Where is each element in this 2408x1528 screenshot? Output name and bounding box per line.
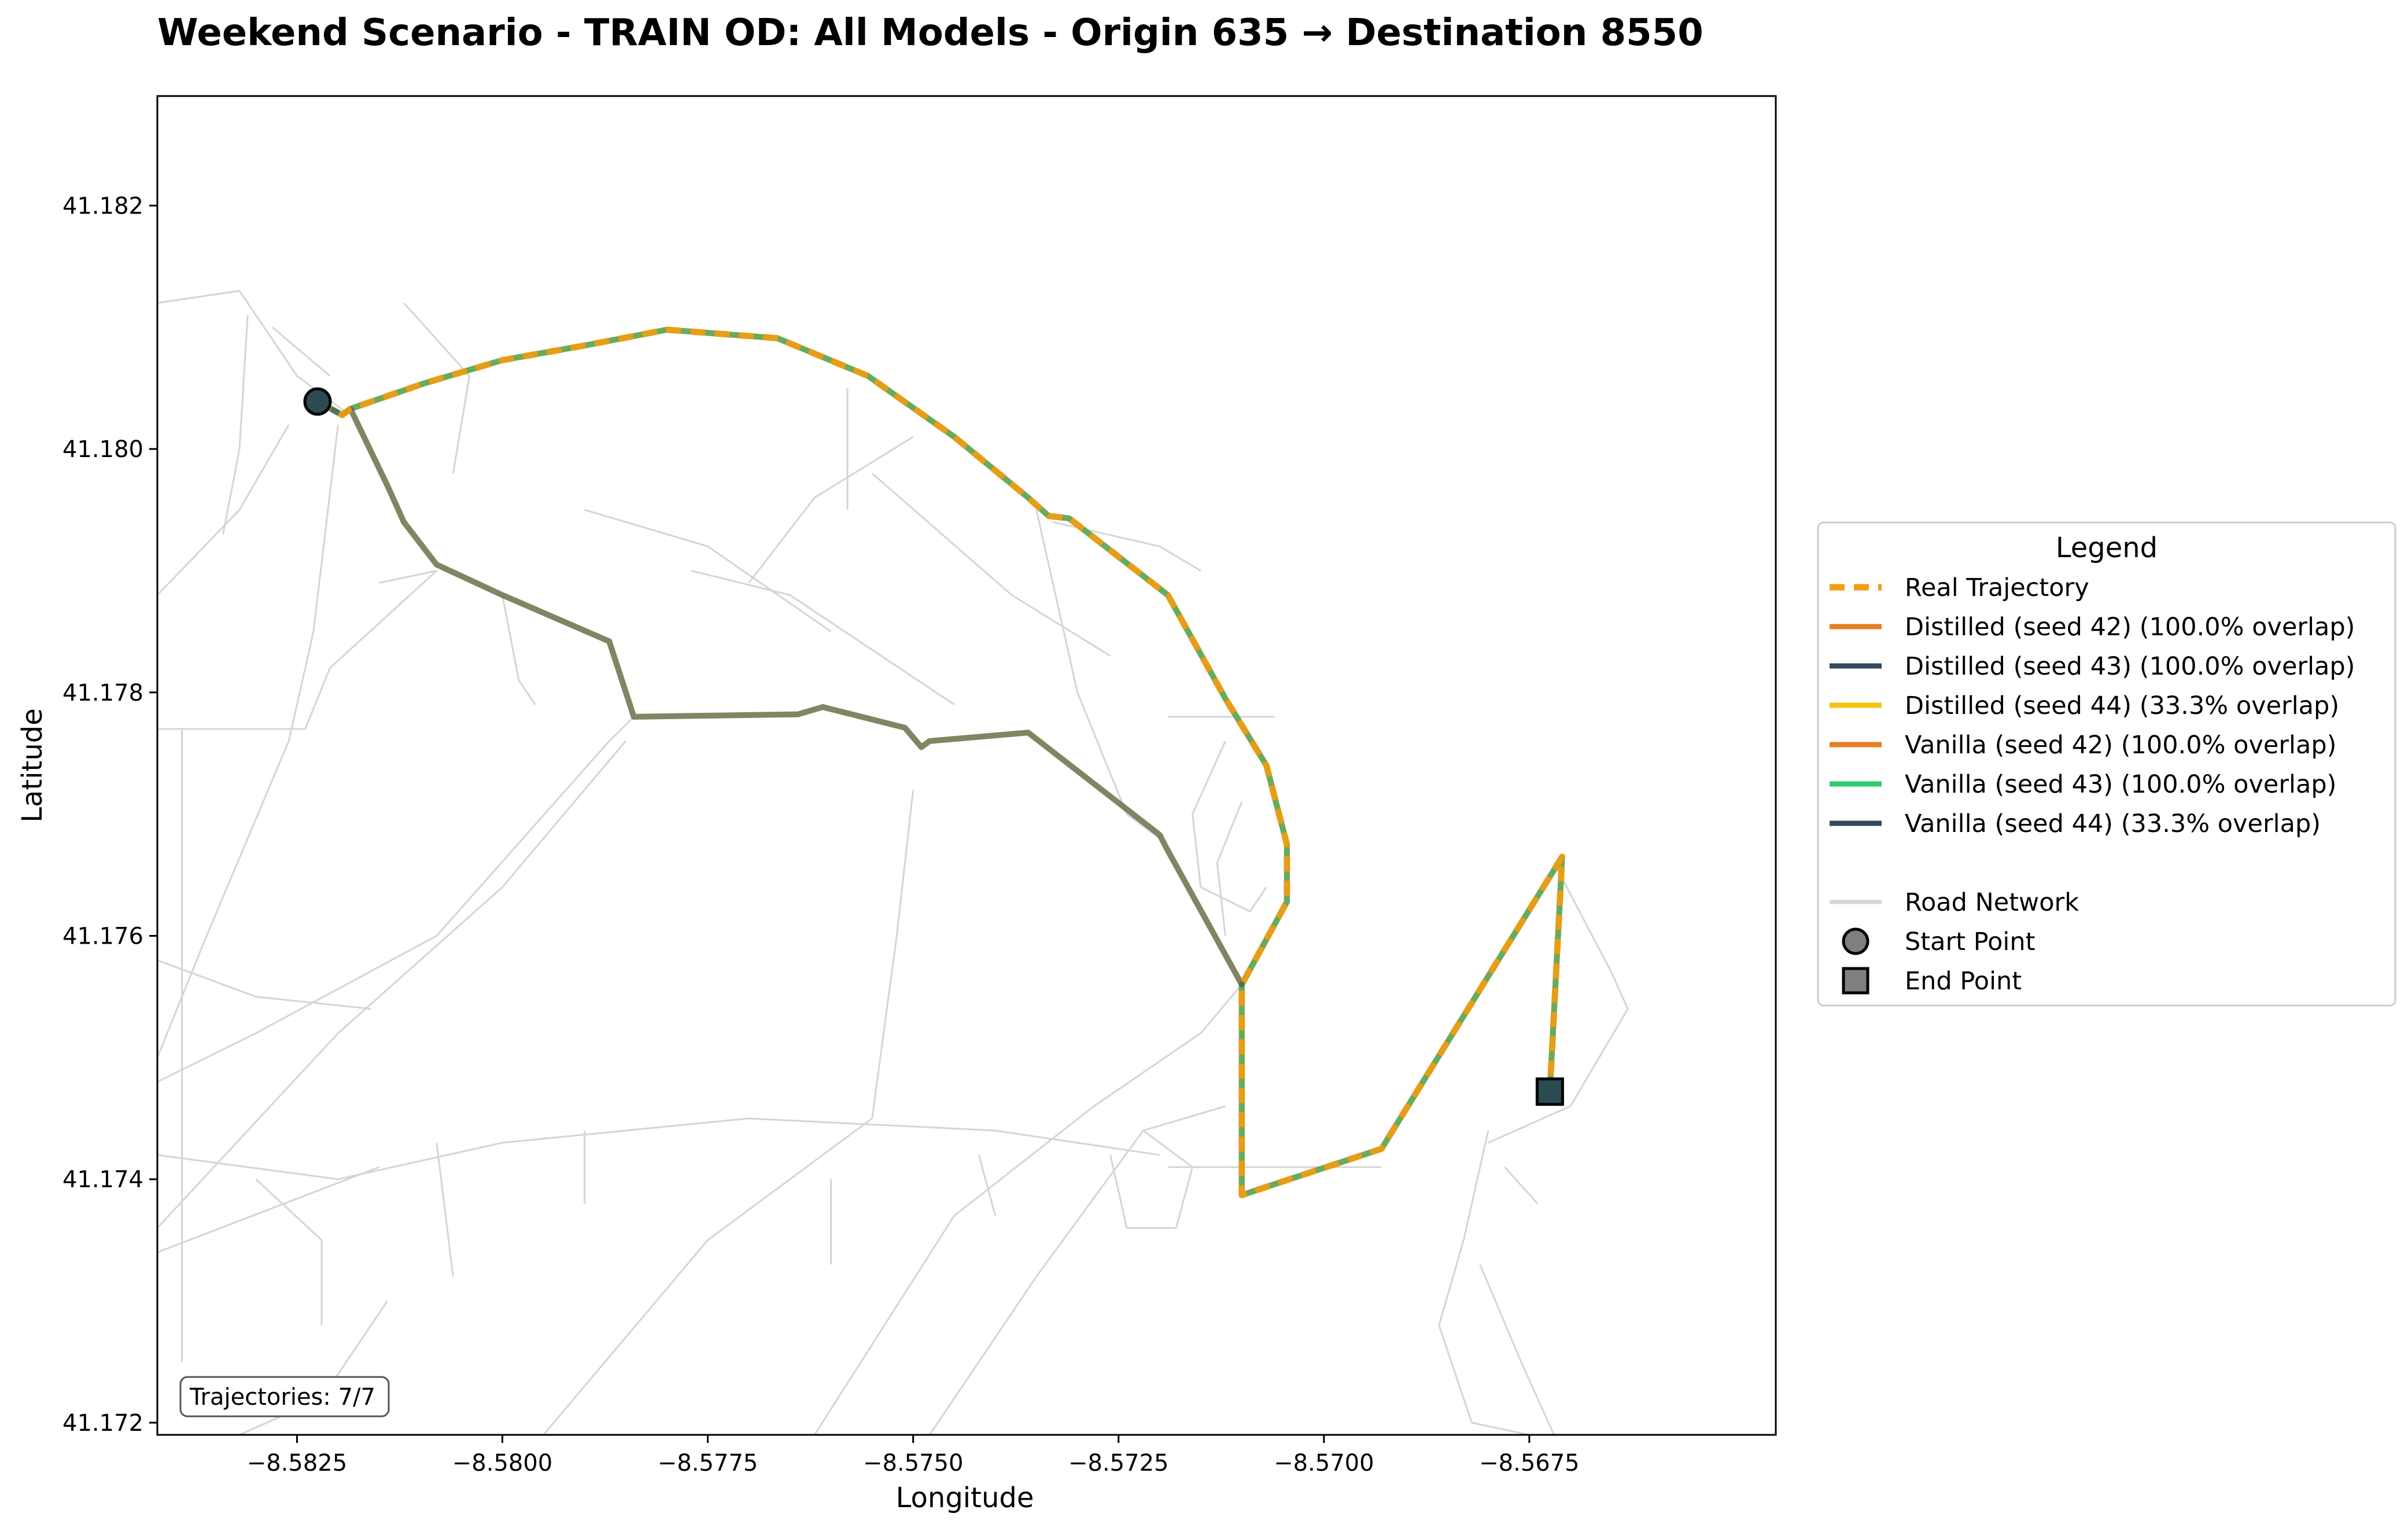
road-segment bbox=[691, 569, 955, 706]
road-segment bbox=[1488, 862, 1629, 1144]
road-segment bbox=[1192, 741, 1267, 912]
legend-label-1: Real Trajectory bbox=[1905, 573, 2089, 602]
x-axis-ticks: −8.5825 −8.5800 −8.5775 −8.5750 −8.5725 −8.57… bbox=[247, 1435, 1580, 1477]
chart-title: Weekend Scenario - TRAIN OD: All Models … bbox=[157, 12, 1703, 54]
road-network bbox=[157, 290, 1629, 1435]
x-tick-label: −8.5675 bbox=[1479, 1450, 1579, 1477]
x-tick-label: −8.5700 bbox=[1274, 1450, 1374, 1477]
legend-extra-label-2: Start Point bbox=[1905, 927, 2035, 956]
legend-extra-label-1: Road Network bbox=[1905, 888, 2079, 917]
y-tick-label: 41.176 bbox=[62, 923, 143, 950]
series-line-2 bbox=[315, 326, 1565, 1198]
legend-label-4: Distilled (seed 44) (33.3% overlap) bbox=[1905, 691, 2339, 720]
y-tick-label: 41.180 bbox=[62, 436, 143, 463]
x-tick-label: −8.5750 bbox=[863, 1450, 963, 1477]
legend-label-3: Distilled (seed 43) (100.0% overlap) bbox=[1905, 652, 2355, 681]
y-tick-label: 41.174 bbox=[62, 1166, 143, 1193]
road-segment bbox=[157, 959, 371, 1010]
start-point-marker bbox=[303, 387, 332, 416]
y-axis-ticks: 41.172 41.174 41.176 41.178 41.180 41.182 bbox=[62, 193, 157, 1437]
road-segment bbox=[871, 472, 1111, 657]
od-markers bbox=[303, 387, 1564, 1106]
series-line-7 bbox=[315, 399, 1245, 988]
road-segment bbox=[501, 595, 536, 705]
legend-entries: Real Trajectory Distilled (seed 42) (100.… bbox=[1830, 573, 2355, 996]
road-segment bbox=[1035, 509, 1160, 840]
road-segment bbox=[379, 569, 437, 584]
series-line-6 bbox=[315, 326, 1565, 1198]
road-segment bbox=[157, 1117, 1160, 1180]
road-segment bbox=[255, 1179, 323, 1326]
legend-label-5: Vanilla (seed 42) (100.0% overlap) bbox=[1905, 731, 2336, 760]
road-segment bbox=[1438, 1130, 1530, 1435]
legend-start-swatch bbox=[1842, 927, 1869, 955]
road-segment bbox=[813, 984, 1242, 1435]
y-tick-label: 41.182 bbox=[62, 193, 143, 219]
trajectory-series bbox=[315, 326, 1566, 1199]
road-segment bbox=[1504, 1166, 1539, 1205]
end-point-marker bbox=[1535, 1077, 1564, 1106]
road-segment bbox=[222, 315, 249, 535]
y-axis-label: Latitude bbox=[16, 708, 49, 823]
road-segment bbox=[928, 1105, 1226, 1435]
road-segment bbox=[403, 302, 471, 474]
road-segment bbox=[1216, 801, 1243, 936]
road-segment bbox=[157, 424, 339, 1058]
road-segment bbox=[748, 436, 914, 584]
road-segment bbox=[1109, 1129, 1194, 1229]
x-tick-label: −8.5800 bbox=[452, 1450, 552, 1477]
plot-area bbox=[156, 95, 1777, 1436]
road-segment bbox=[978, 1154, 997, 1216]
road-segment bbox=[543, 789, 914, 1435]
road-segment bbox=[157, 740, 626, 1229]
legend-end-swatch bbox=[1842, 967, 1869, 995]
road-segment bbox=[436, 1142, 454, 1277]
road-segment bbox=[584, 509, 832, 632]
series-line-1 bbox=[316, 326, 1566, 1199]
trajectory-count-annotation: Trajectories: 7/7 bbox=[179, 1376, 390, 1417]
x-tick-label: −8.5825 bbox=[247, 1450, 347, 1477]
road-segment bbox=[157, 716, 635, 1083]
legend-label-7: Vanilla (seed 44) (33.3% overlap) bbox=[1905, 809, 2321, 838]
legend-extra-label-3: End Point bbox=[1905, 967, 2022, 996]
road-segment bbox=[157, 1166, 380, 1253]
road-segment bbox=[271, 326, 331, 377]
legend-title: Legend bbox=[2056, 532, 2158, 564]
series-line-3 bbox=[315, 326, 1565, 1198]
x-axis-label: Longitude bbox=[896, 1482, 1034, 1514]
legend: Legend Real Trajectory Distilled (seed 42… bbox=[1817, 521, 2396, 1007]
trajectory-count-text: Trajectories: 7/7 bbox=[189, 1384, 375, 1411]
road-segment bbox=[157, 424, 290, 596]
series-line-4 bbox=[315, 399, 1245, 988]
road-segment bbox=[304, 570, 437, 730]
x-tick-label: −8.5775 bbox=[658, 1450, 758, 1477]
legend-label-6: Vanilla (seed 43) (100.0% overlap) bbox=[1905, 770, 2336, 799]
y-tick-label: 41.172 bbox=[62, 1410, 143, 1437]
x-tick-label: −8.5725 bbox=[1068, 1450, 1168, 1477]
legend-label-2: Distilled (seed 42) (100.0% overlap) bbox=[1905, 613, 2355, 642]
y-tick-label: 41.178 bbox=[62, 680, 143, 706]
series-line-5 bbox=[315, 326, 1565, 1198]
road-segment bbox=[1479, 1264, 1555, 1435]
